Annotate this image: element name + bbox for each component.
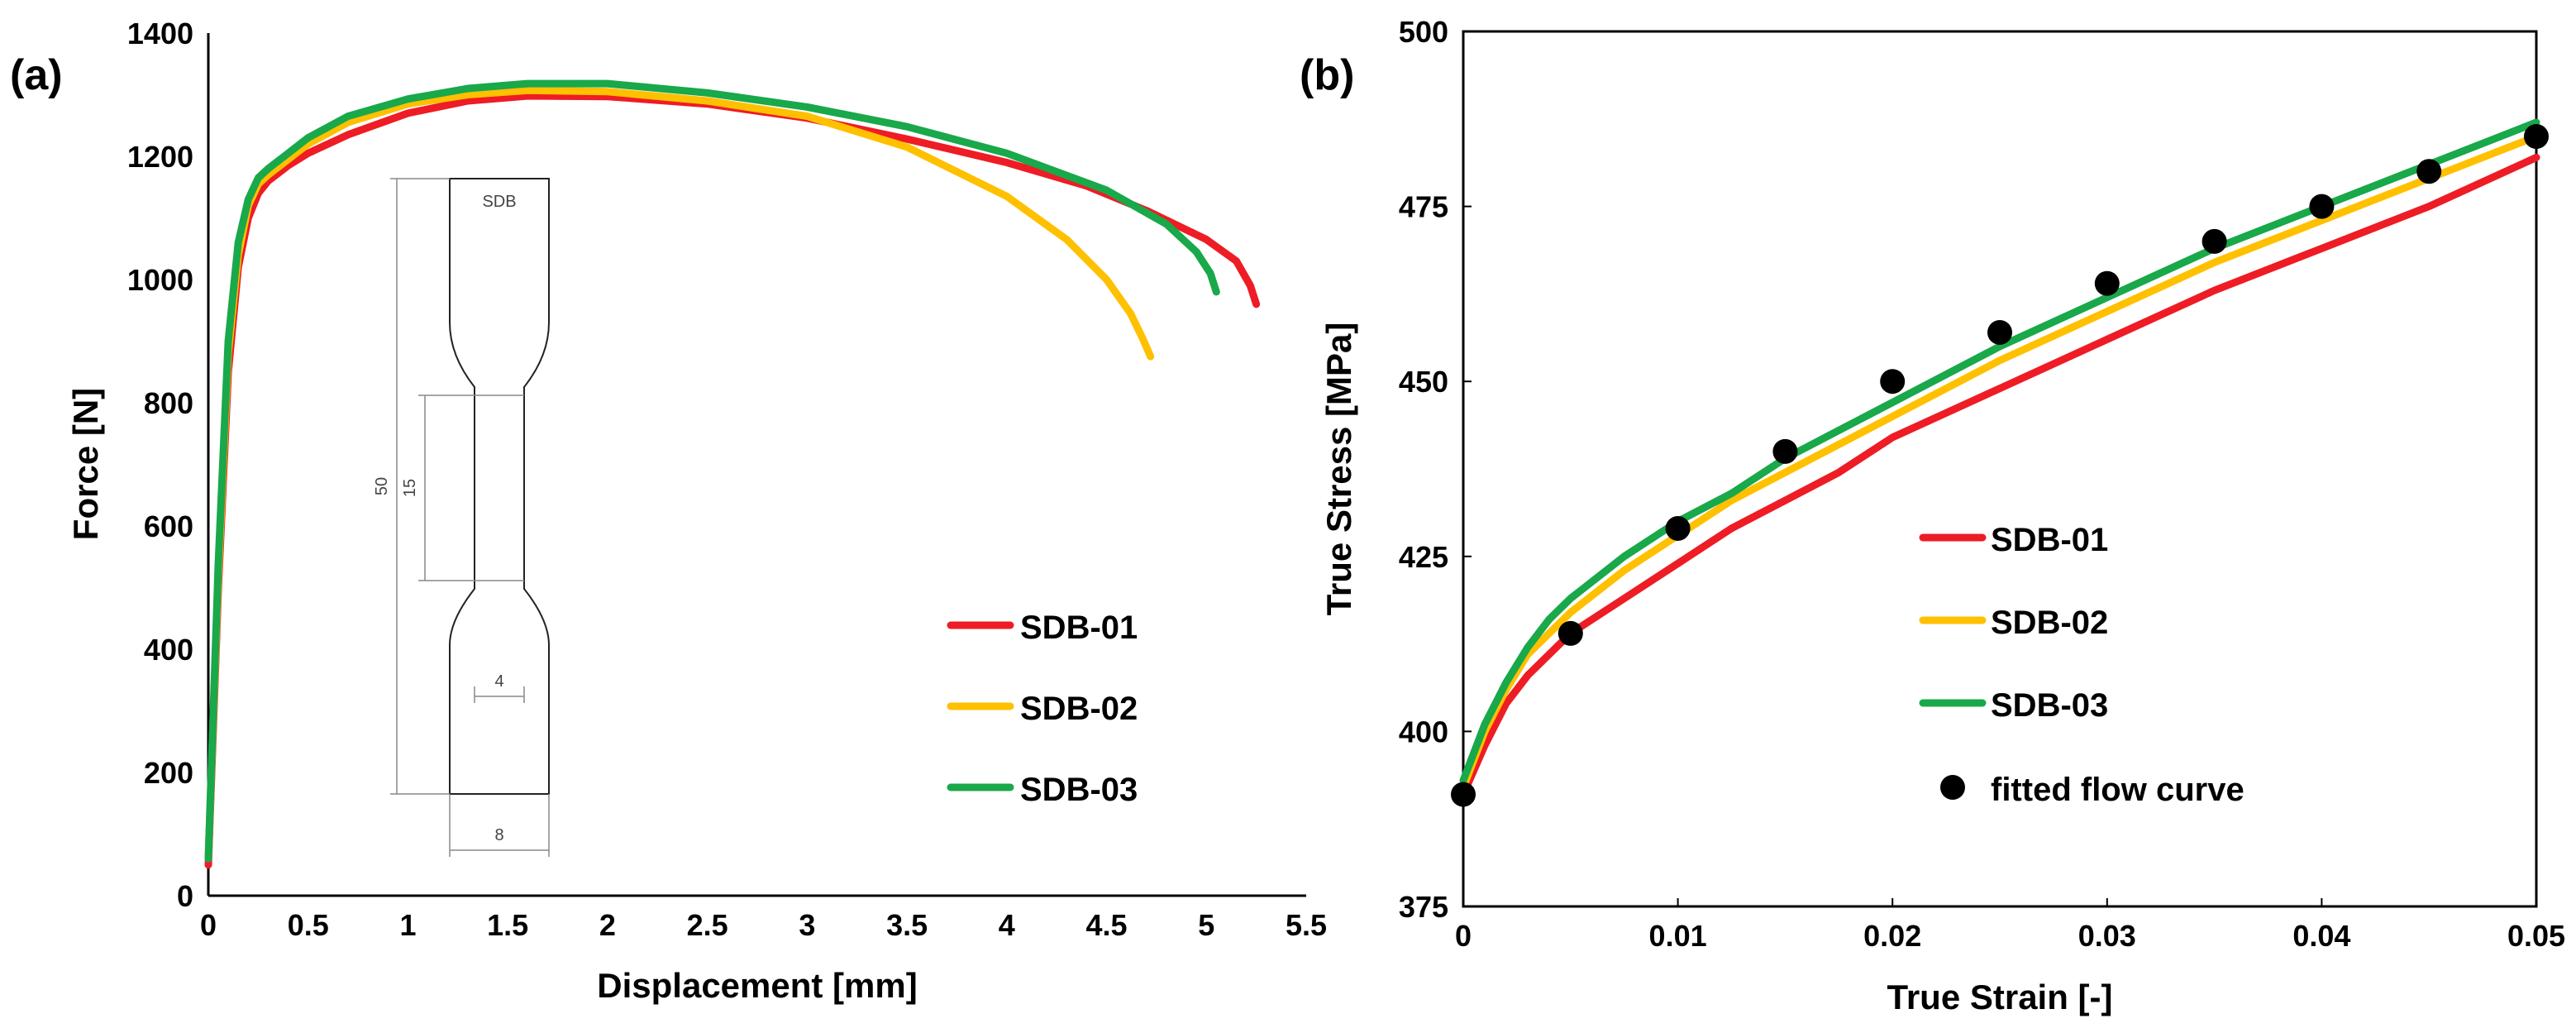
x-tick-label-0-5: 0.5 xyxy=(288,908,329,942)
x-tick-label-3-5: 3.5 xyxy=(886,908,928,942)
panel-a-x-ticks: 0 0.5 1 1.5 2 2.5 3 3.5 4 4.5 5 5.5 xyxy=(200,908,1327,942)
y-tick-label-800: 800 xyxy=(144,386,193,420)
point-fitted-flow-curve-1 xyxy=(1558,620,1583,646)
panel-a-legend: SDB-01 SDB-02 SDB-03 xyxy=(947,610,1138,808)
line-sdb-02 xyxy=(204,86,1155,863)
specimen-inset: SDB 50 15 4 8 xyxy=(373,178,550,857)
y-tick-label-600: 600 xyxy=(144,509,193,543)
panel-a-y-ticks: 0 200 400 600 800 1000 1200 1400 xyxy=(127,17,193,913)
y-tick-label-1200: 1200 xyxy=(127,140,193,174)
legend-a-label-sdb02: SDB-02 xyxy=(1020,691,1138,727)
panel-a-x-label: Displacement [mm] xyxy=(597,966,917,1005)
line-sdb-01 xyxy=(204,92,1261,869)
y-tick-label-0: 0 xyxy=(177,879,193,913)
y-tick-label-450: 450 xyxy=(1399,365,1448,399)
x-tick-label-2-5: 2.5 xyxy=(687,908,728,942)
legend-b-label-sdb01: SDB-01 xyxy=(1991,522,2108,558)
point-fitted-flow-curve-9 xyxy=(2416,159,2442,184)
legend-b-marker-fitted xyxy=(1940,775,1965,800)
dim-8-text: 8 xyxy=(494,826,503,844)
y-tick-label-1000: 1000 xyxy=(127,263,193,297)
panel-b-y-ticks: 375 400 425 450 475 500 xyxy=(1399,15,1472,924)
legend-a-label-sdb03: SDB-03 xyxy=(1020,772,1138,808)
x-tick-label-1-5: 1.5 xyxy=(487,908,528,942)
panel-a-y-label: Force [N] xyxy=(66,388,105,540)
panel-a-series xyxy=(204,79,1261,869)
point-fitted-flow-curve-10 xyxy=(2524,123,2549,149)
panel-b-label: (b) xyxy=(1300,51,1354,99)
point-fitted-flow-curve-2 xyxy=(1665,515,1691,541)
point-fitted-flow-curve-0 xyxy=(1451,782,1476,807)
y-tick-label-400: 400 xyxy=(144,633,193,667)
x-tick-label-0: 0 xyxy=(200,908,217,942)
point-fitted-flow-curve-4 xyxy=(1880,369,1906,394)
dim-4-text: 4 xyxy=(494,672,503,691)
specimen-outline xyxy=(449,178,550,795)
panel-b-plot-frame xyxy=(1462,30,2538,908)
panel-b-y-label: True Stress [MPa] xyxy=(1319,323,1358,616)
point-fitted-flow-curve-8 xyxy=(2309,194,2335,219)
x-tick-label-0-05: 0.05 xyxy=(2507,919,2565,953)
x-tick-label-0-03: 0.03 xyxy=(2078,919,2136,953)
x-tick-label-2: 2 xyxy=(599,908,616,942)
x-tick-label-5-5: 5.5 xyxy=(1286,908,1327,942)
panel-b-true-stress-strain: (b) 375 400 425 450 475 500 0 0.01 0.02 0.03 0.04… xyxy=(1300,15,2565,1016)
line-sdb-03 xyxy=(1459,118,2540,785)
y-tick-label-400: 400 xyxy=(1399,715,1448,748)
panel-b-x-ticks: 0 0.01 0.02 0.03 0.04 0.05 xyxy=(1455,898,2565,953)
legend-b-label-sdb03: SDB-03 xyxy=(1991,687,2108,724)
legend-a-label-sdb01: SDB-01 xyxy=(1020,610,1138,646)
y-tick-label-500: 500 xyxy=(1399,15,1448,49)
point-fitted-flow-curve-3 xyxy=(1772,438,1798,464)
panel-a-label: (a) xyxy=(10,51,63,99)
point-fitted-flow-curve-6 xyxy=(2094,270,2120,296)
x-tick-label-1: 1 xyxy=(399,908,416,942)
inset-label: SDB xyxy=(482,193,516,211)
panel-b-legend: SDB-01 SDB-02 SDB-03 fitted flow curve xyxy=(1919,522,2244,808)
x-tick-label-0-02: 0.02 xyxy=(1863,919,1921,953)
y-tick-label-200: 200 xyxy=(144,756,193,790)
line-sdb-03 xyxy=(204,79,1220,863)
point-fitted-flow-curve-5 xyxy=(1987,319,2012,345)
y-tick-label-475: 475 xyxy=(1399,190,1448,224)
panel-a-force-displacement: (a) 0 200 400 600 800 1000 1200 1400 0 0.5 1 1.5 2 2… xyxy=(10,17,1327,1005)
x-tick-label-0-04: 0.04 xyxy=(2292,919,2350,953)
line-sdb-01 xyxy=(1459,153,2540,799)
panel-b-x-label: True Strain [-] xyxy=(1887,978,2112,1016)
legend-b-label-sdb02: SDB-02 xyxy=(1991,605,2108,641)
x-tick-label-0-01: 0.01 xyxy=(1649,919,1707,953)
legend-b-label-fitted: fitted flow curve xyxy=(1991,772,2244,808)
panel-b-series xyxy=(1451,118,2549,807)
y-tick-label-425: 425 xyxy=(1399,540,1448,574)
dim-50-text: 50 xyxy=(373,477,391,495)
x-tick-label-4: 4 xyxy=(999,908,1015,942)
y-tick-label-375: 375 xyxy=(1399,890,1448,924)
dim-15-text: 15 xyxy=(401,479,419,497)
x-tick-label-0: 0 xyxy=(1455,919,1472,953)
y-tick-label-1400: 1400 xyxy=(127,17,193,50)
x-tick-label-4-5: 4.5 xyxy=(1086,908,1128,942)
x-tick-label-5: 5 xyxy=(1198,908,1214,942)
x-tick-label-3: 3 xyxy=(799,908,815,942)
point-fitted-flow-curve-7 xyxy=(2202,228,2227,254)
